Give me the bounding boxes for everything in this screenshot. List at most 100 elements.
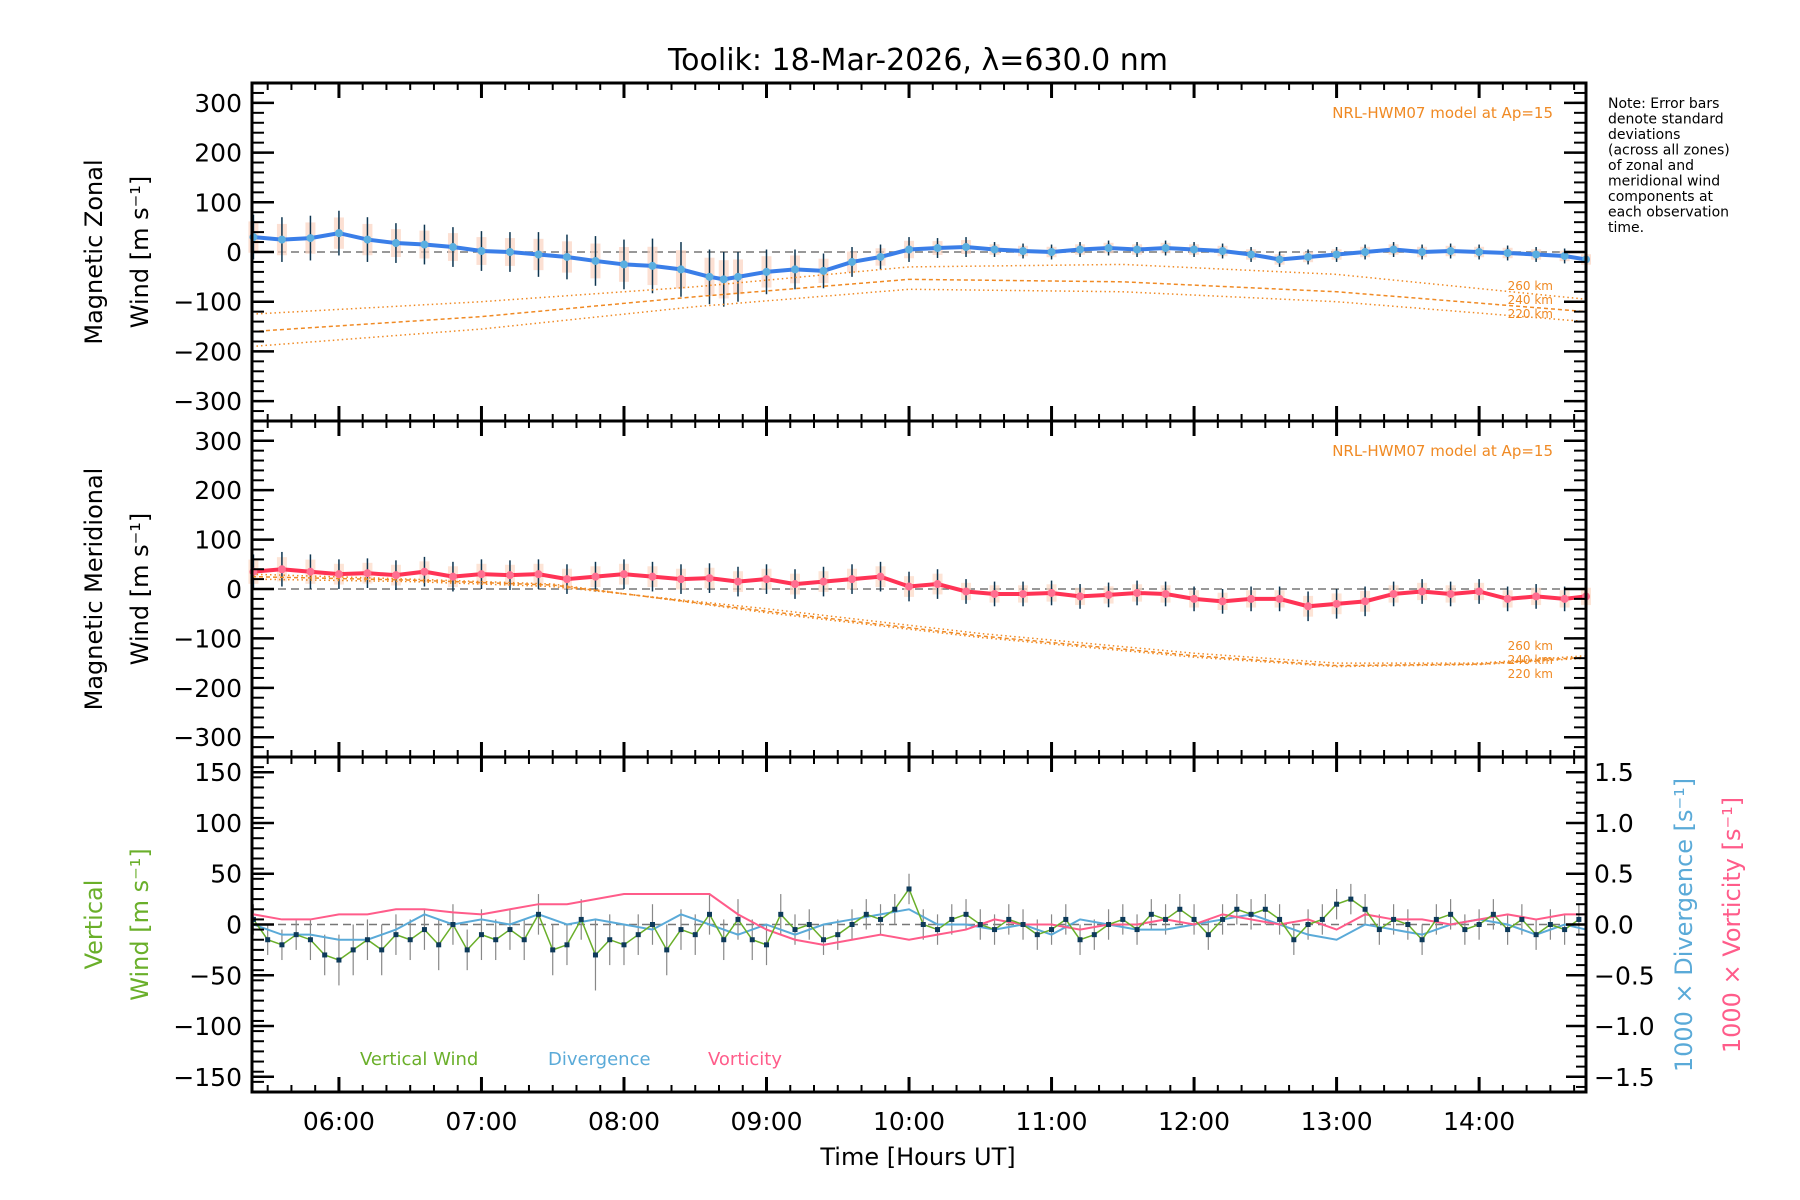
x-tick-label: 13:00	[1301, 1107, 1373, 1136]
vertical-wind-point	[835, 932, 841, 938]
vertical-wind-point	[821, 937, 827, 943]
model-line-260km	[251, 578, 1587, 664]
x-tick-label: 10:00	[873, 1107, 945, 1136]
y-tick-label: −200	[173, 337, 242, 366]
model-line-240km	[251, 575, 1587, 667]
data-point	[990, 245, 999, 254]
y-axis-title-line2: Wind [m s⁻¹]	[126, 176, 154, 328]
data-point	[719, 275, 728, 284]
data-point	[676, 265, 685, 274]
vertical-wind-point	[578, 916, 584, 922]
y-tick-label: −300	[173, 723, 242, 752]
vertical-wind-point	[564, 942, 570, 948]
data-point	[1190, 245, 1199, 254]
vertical-wind-point	[1205, 932, 1211, 938]
y2-tick-label: −1.0	[1594, 1012, 1655, 1041]
vertical-wind-point	[920, 922, 926, 927]
note-line: each observation	[1608, 205, 1729, 221]
altitude-label: 260 km	[1508, 639, 1553, 653]
panel-vertical: 1.5 1.0 0.5 0.0 −0.5 −1.0 −1.5 1000 × Divergenc…	[80, 755, 1746, 1094]
chart-title: Toolik: 18-Mar-2026, λ=630.0 nm	[667, 43, 1168, 78]
vertical-wind-point	[478, 932, 484, 938]
vertical-wind-point	[1533, 932, 1539, 938]
data-point	[1218, 247, 1227, 256]
x-tick-label: 08:00	[588, 1107, 660, 1136]
data-point	[1389, 589, 1398, 598]
data-point	[1275, 594, 1284, 603]
vertical-wind-point	[350, 947, 356, 953]
data-point	[848, 257, 857, 266]
note-line: time.	[1608, 220, 1644, 236]
vertical-wind-point	[1091, 932, 1097, 938]
y-tick-label: 200	[194, 139, 242, 168]
vertical-wind-point	[1419, 937, 1425, 943]
data-point	[1161, 244, 1170, 253]
data-point	[1047, 588, 1056, 597]
vertical-wind-point	[1476, 922, 1482, 927]
data-point	[1560, 251, 1569, 260]
vertical-wind-point	[664, 947, 670, 953]
vertical-wind-point	[1405, 922, 1411, 927]
data-point	[1247, 594, 1256, 603]
vertical-wind-point	[307, 937, 313, 943]
data-point	[591, 256, 600, 265]
data-point	[1019, 247, 1028, 256]
vertical-wind-point	[878, 916, 884, 922]
y-tick-label: 300	[194, 89, 242, 118]
vertical-wind-point	[279, 942, 285, 948]
note-line: denote standard	[1608, 112, 1724, 128]
y2-tick-label: 0.5	[1594, 860, 1634, 889]
data-point	[905, 245, 914, 254]
data-point	[1503, 594, 1512, 603]
vertical-wind-point	[421, 927, 427, 933]
vertical-wind-point	[322, 952, 328, 958]
model-label: NRL-HWM07 model at Ap=15	[1332, 104, 1553, 122]
data-point	[791, 580, 800, 589]
vertical-wind-point	[721, 937, 727, 943]
vertical-wind-point	[1362, 906, 1368, 912]
data-point	[306, 567, 315, 576]
y2-tick-label: 1.0	[1594, 809, 1634, 838]
vertical-wind-point	[1490, 911, 1496, 917]
vertical-wind-point	[1505, 927, 1511, 933]
legend-vorticity: Vorticity	[708, 1049, 782, 1070]
data-point	[1218, 597, 1227, 606]
y-tick-label: 50	[210, 860, 242, 889]
vertical-wind-point	[1319, 916, 1325, 922]
data-point	[1247, 250, 1256, 259]
data-point	[1076, 592, 1085, 601]
vertical-wind-point	[863, 911, 869, 917]
data-point	[334, 229, 343, 238]
vertical-wind-point	[1063, 916, 1069, 922]
vertical-wind-point	[507, 927, 513, 933]
data-point	[705, 272, 714, 281]
divergence-line	[253, 908, 1587, 941]
data-point	[1503, 248, 1512, 257]
data-point	[1475, 587, 1484, 596]
vertical-wind-point	[607, 937, 613, 943]
y-tick-label: 0	[226, 238, 242, 267]
y2-tick-label: −0.5	[1594, 961, 1655, 990]
data-point	[1190, 594, 1199, 603]
data-point	[1133, 588, 1142, 597]
vertical-wind-point	[1433, 916, 1439, 922]
data-point	[762, 267, 771, 276]
y-tick-label: −150	[173, 1063, 242, 1092]
vertical-wind-point	[849, 922, 855, 927]
y-tick-label: 300	[194, 427, 242, 456]
data-point	[791, 265, 800, 274]
data-point	[1332, 250, 1341, 259]
vertical-wind-point	[906, 886, 912, 892]
data-point	[933, 244, 942, 253]
data-point	[1446, 589, 1455, 598]
altitude-label: 220 km	[1508, 307, 1553, 321]
vertical-wind-point	[1120, 916, 1126, 922]
vertical-wind-point	[963, 911, 969, 917]
y-tick-label: 100	[194, 188, 242, 217]
data-point	[505, 571, 514, 580]
altitude-label: 240 km	[1508, 653, 1553, 667]
vertical-wind-point	[806, 922, 812, 927]
y-tick-label: −50	[189, 961, 242, 990]
data-point	[1532, 592, 1541, 601]
